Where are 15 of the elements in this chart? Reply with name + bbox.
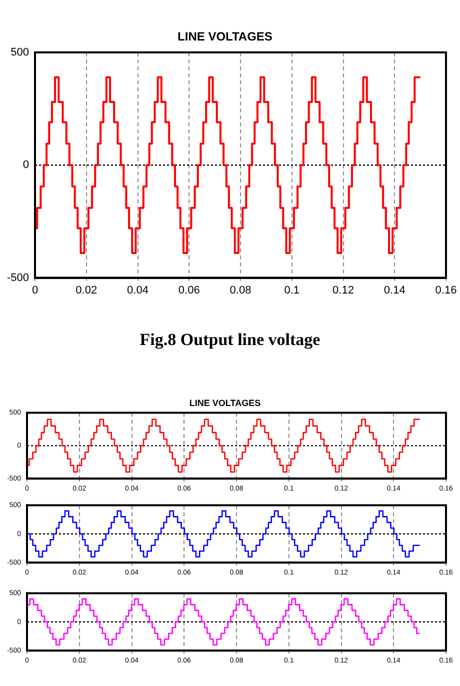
x-tick-label: 0.08 — [230, 284, 252, 296]
y-tick-label: 0 — [22, 159, 30, 172]
x-tick-label: 0.06 — [178, 284, 200, 296]
x-tick-label: 0.04 — [127, 284, 148, 296]
y-tick-label: -500 — [6, 272, 30, 284]
x-tick-label: 0.02 — [76, 284, 98, 296]
x-tick-label: 0.14 — [384, 284, 406, 296]
x-tick-label: 0.1 — [284, 284, 300, 296]
caption: Fig.8 Output line voltage — [138, 330, 322, 350]
chart-title: LINE VOLTAGES — [178, 30, 272, 44]
x-tick-label: 0 — [32, 284, 38, 296]
x-tick-label: 0.12 — [332, 284, 354, 296]
y-tick-label: 500 — [10, 46, 30, 58]
chart-title: LINE VOLTAGES — [189, 398, 261, 408]
x-tick-label: 0.16 — [435, 284, 457, 296]
